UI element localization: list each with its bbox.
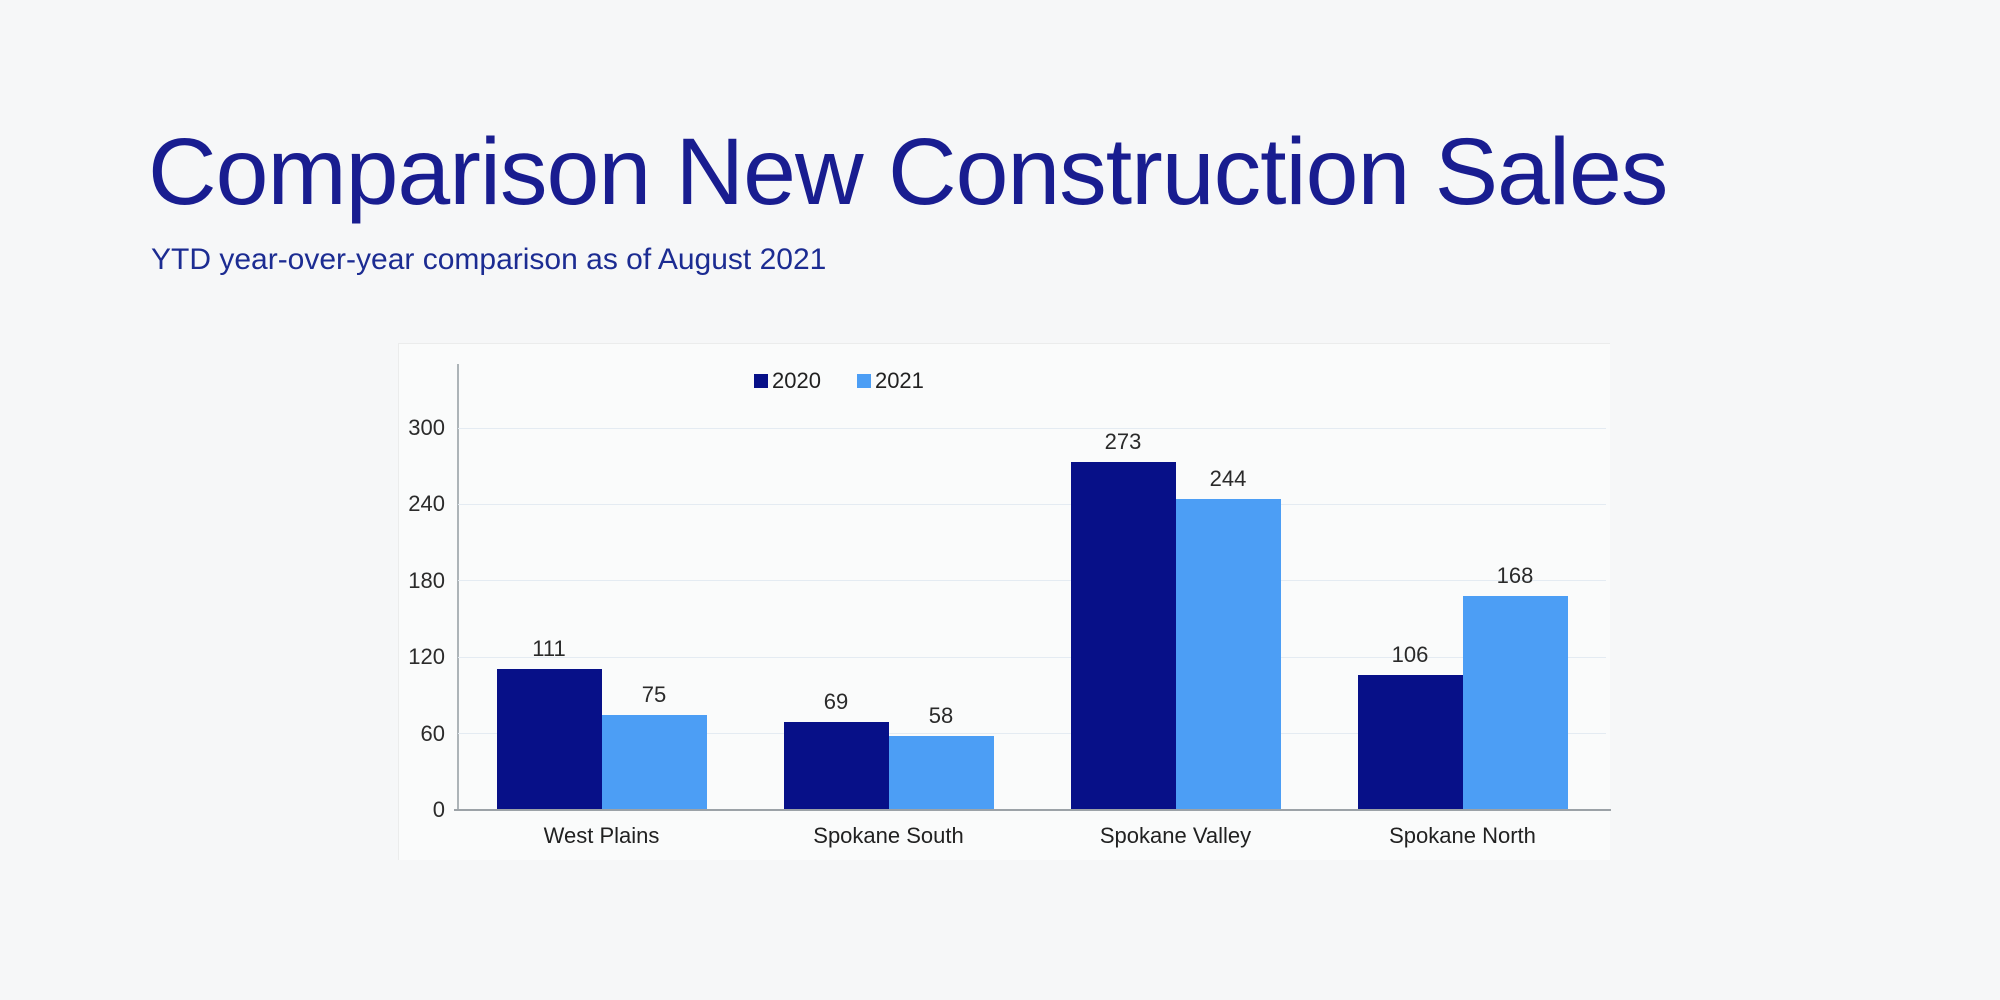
bar-2021-spokane-north xyxy=(1462,596,1568,810)
value-label-2020-west-plains: 111 xyxy=(532,635,566,661)
plot-area: 0 60 120 180 240 300 111 75 West Plains 69 58 Spoka… xyxy=(399,344,1611,860)
y-tick-label-60: 60 xyxy=(420,720,445,746)
bar-chart: 2020 2021 0 60 120 180 240 300 111 75 West Plains… xyxy=(398,343,1611,860)
bar-2021-spokane-south xyxy=(888,736,994,810)
y-axis-line xyxy=(457,364,459,810)
y-tick-label-0: 0 xyxy=(432,797,445,822)
x-axis-baseline xyxy=(454,809,1611,811)
page-subtitle: YTD year-over-year comparison as of Augu… xyxy=(151,243,827,276)
legend-item-2021: 2021 xyxy=(856,368,924,394)
legend-label-2020: 2020 xyxy=(772,368,821,393)
y-tick-label-120: 120 xyxy=(408,644,445,670)
bar-2020-west-plains xyxy=(496,668,602,810)
value-label-2020-spokane-south: 69 xyxy=(823,689,849,715)
value-label-2020-spokane-north: 106 xyxy=(1391,642,1429,668)
category-label-spokane-valley: Spokane Valley xyxy=(1099,823,1252,848)
bar-2020-spokane-south xyxy=(783,722,889,810)
legend-swatch-2020 xyxy=(754,374,768,388)
gridline-240 xyxy=(458,503,1606,505)
y-tick-label-180: 180 xyxy=(408,567,445,593)
legend-label-2021: 2021 xyxy=(874,368,924,393)
gridline-180 xyxy=(458,580,1606,582)
gridline-300 xyxy=(458,427,1606,429)
bar-2020-spokane-valley xyxy=(1070,462,1176,810)
chart-legend: 2020 2021 xyxy=(754,368,924,394)
page-title: Comparison New Construction Sales xyxy=(148,119,1668,225)
bar-2020-spokane-north xyxy=(1357,675,1463,810)
value-label-2021-spokane-valley: 244 xyxy=(1209,466,1247,492)
category-label-spokane-north: Spokane North xyxy=(1389,823,1536,848)
value-label-2021-spokane-south: 58 xyxy=(928,703,954,729)
y-tick-label-300: 300 xyxy=(408,415,445,440)
value-label-2021-west-plains: 75 xyxy=(641,681,667,707)
value-label-2021-spokane-north: 168 xyxy=(1496,563,1534,589)
legend-swatch-2021 xyxy=(856,374,871,388)
legend-item-2020: 2020 xyxy=(754,368,821,394)
category-label-west-plains: West Plains xyxy=(543,823,660,848)
bar-2021-spokane-valley xyxy=(1175,499,1281,810)
gridline-120 xyxy=(458,656,1606,658)
category-label-spokane-south: Spokane South xyxy=(813,823,964,848)
y-tick-label-240: 240 xyxy=(408,491,445,517)
gridline-60 xyxy=(458,733,1606,735)
value-label-2020-spokane-valley: 273 xyxy=(1104,429,1142,455)
bar-2021-west-plains xyxy=(601,714,707,810)
